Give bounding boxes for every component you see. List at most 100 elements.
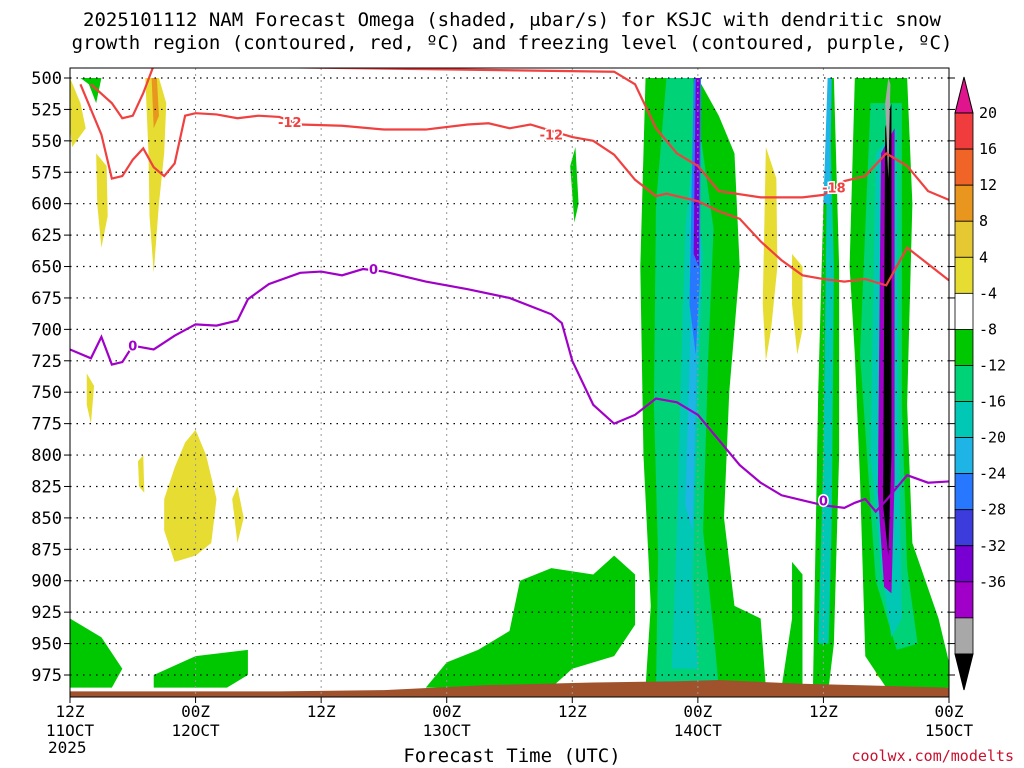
- omega-blob: [792, 253, 803, 355]
- colorbar-band: [954, 365, 974, 402]
- x-tick-label: 12Z: [307, 702, 336, 721]
- omega-blob: [570, 147, 579, 223]
- omega-blob: [164, 429, 217, 562]
- x-tick-label: 00Z: [683, 702, 712, 721]
- omega-blob: [823, 78, 832, 204]
- contour-lines: 0 0 0 -12 -12 -18: [70, 68, 949, 514]
- y-tick-label: 650: [31, 258, 62, 278]
- omega-blob: [885, 78, 891, 179]
- colorbar-label: 8: [979, 212, 988, 230]
- colorbar-band: [954, 112, 974, 150]
- y-tick-label: 500: [31, 69, 62, 89]
- colorbar-label: -20: [979, 429, 1006, 447]
- omega-blob: [693, 78, 700, 267]
- axes: 500 525 550 575 600 625 650 675 700 725 750 775 800 8…: [31, 67, 973, 740]
- omega-blob: [425, 555, 636, 688]
- y-tick-label: 725: [31, 352, 62, 372]
- colorbar-label: 4: [979, 248, 988, 266]
- ground-surface: [70, 680, 949, 697]
- y-tick-label: 675: [31, 289, 62, 309]
- colorbar-label: -4: [979, 284, 997, 302]
- omega-blob: [70, 78, 86, 148]
- freezing_level-contour-label: 0: [819, 494, 828, 509]
- x-tick-date-label: 14OCT: [674, 721, 723, 740]
- omega-blob: [96, 153, 108, 248]
- x-tick-label: 12Z: [56, 702, 85, 721]
- colorbar: 20 16 12 8 4 -4 -8 -12 -16 -20 -24 -28 -32 -36: [954, 76, 1006, 691]
- x-tick-label: 12Z: [809, 702, 838, 721]
- y-tick-label: 750: [31, 383, 62, 403]
- omega-blob: [70, 618, 123, 688]
- colorbar-band: [954, 220, 974, 258]
- y-tick-label: 800: [31, 446, 62, 466]
- y-tick-label: 600: [31, 195, 62, 215]
- x-tick-date-label: 13OCT: [423, 721, 472, 740]
- y-tick-label: 575: [31, 163, 62, 183]
- y-tick-label: 625: [31, 226, 62, 246]
- y-tick-label: 525: [31, 100, 62, 120]
- x-tick-label: 00Z: [181, 702, 210, 721]
- omega-blob: [138, 455, 145, 493]
- chart-title-line-1: 2025101112 NAM Forecast Omega (shaded, μ…: [83, 9, 941, 31]
- colorbar-band: [954, 545, 974, 583]
- chart-title-line-2: growth region (contoured, red, ºC) and f…: [71, 32, 953, 54]
- minus12-contour: [79, 83, 949, 287]
- colorbar-band: [954, 509, 974, 547]
- minus12-contour-label: -12: [540, 129, 564, 144]
- y-tick-label: 900: [31, 572, 62, 592]
- colorbar-label: -32: [979, 537, 1006, 555]
- omega-blob: [80, 78, 102, 104]
- colorbar-band: [954, 184, 974, 222]
- omega-blob: [781, 561, 803, 688]
- y-tick-label: 925: [31, 603, 62, 623]
- y-tick-label: 775: [31, 415, 62, 435]
- colorbar-label: -36: [979, 573, 1006, 591]
- omega-blob: [232, 486, 244, 544]
- colorbar-band: [954, 617, 974, 655]
- colorbar-label: -8: [979, 320, 997, 338]
- y-tick-label: 825: [31, 477, 62, 497]
- colorbar-band: [954, 256, 974, 294]
- y-tick-label: 950: [31, 635, 62, 655]
- y-tick-label: 975: [31, 666, 62, 686]
- omega-blob: [762, 147, 778, 361]
- colorbar-band: [954, 401, 974, 438]
- freezing_level-contour-label: 0: [128, 340, 137, 355]
- colorbar-band: [954, 653, 974, 691]
- colorbar-label: 20: [979, 104, 997, 122]
- x-tick-date-label: 11OCT: [46, 721, 95, 740]
- minus18-contour-label: -18: [822, 181, 846, 196]
- colorbar-band: [954, 329, 974, 366]
- colorbar-label: -24: [979, 465, 1006, 483]
- y-tick-label: 875: [31, 540, 62, 560]
- y-tick-label: 550: [31, 132, 62, 152]
- omega-blob: [883, 103, 892, 556]
- x-axis-year: 2025: [48, 738, 87, 757]
- omega-blob: [153, 649, 248, 688]
- x-axis-title: Forecast Time (UTC): [403, 745, 621, 767]
- y-tick-label: 700: [31, 320, 62, 340]
- minus12-contour-label: -12: [278, 116, 302, 131]
- colorbar-label: -28: [979, 501, 1006, 519]
- freezing_level-contour-label: 0: [369, 263, 378, 278]
- x-tick-label: 00Z: [935, 702, 964, 721]
- colorbar-band: [954, 148, 974, 186]
- x-tick-label: 00Z: [432, 702, 461, 721]
- colorbar-label: 16: [979, 140, 997, 158]
- x-tick-label: 12Z: [558, 702, 587, 721]
- omega-blob: [151, 78, 159, 129]
- minus18-contour: [90, 68, 949, 201]
- x-tick-date-label: 12OCT: [171, 721, 220, 740]
- colorbar-label: 12: [979, 176, 997, 194]
- omega-blob: [818, 103, 834, 644]
- colorbar-band: [954, 76, 974, 114]
- y-tick-label: 850: [31, 509, 62, 529]
- colorbar-band: [954, 581, 974, 619]
- omega-blob: [86, 373, 95, 424]
- omega-shading-layer: [70, 78, 949, 697]
- freezing_level-contour: [70, 267, 949, 514]
- colorbar-band: [954, 437, 974, 475]
- colorbar-label: -12: [979, 356, 1006, 374]
- omega-blob: [145, 78, 167, 273]
